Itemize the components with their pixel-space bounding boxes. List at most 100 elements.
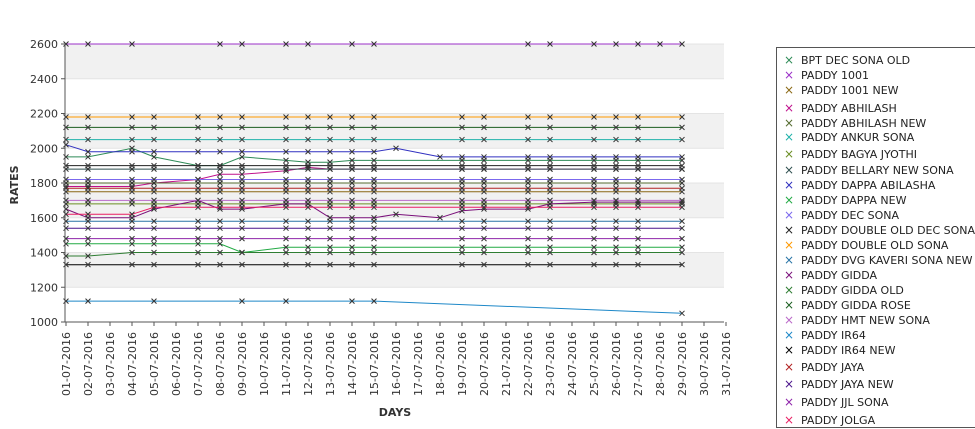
- x-tick-label: 01-07-2016: [60, 332, 73, 396]
- data-point: [481, 261, 487, 268]
- data-point: [85, 197, 91, 204]
- series-6: [63, 136, 685, 143]
- data-point: [547, 249, 553, 256]
- x-tick-label: 11-07-2016: [280, 332, 293, 396]
- data-point: [63, 240, 69, 247]
- data-point: [217, 218, 223, 225]
- x-tick-label: 21-07-2016: [500, 332, 513, 396]
- data-point: [613, 176, 619, 183]
- data-point: [85, 261, 91, 268]
- data-point: [195, 136, 201, 143]
- data-point: [151, 298, 157, 305]
- data-point: [349, 136, 355, 143]
- data-point: [217, 204, 223, 211]
- grid-band: [65, 44, 724, 79]
- data-point: [635, 124, 641, 131]
- legend-item: × PADDY JAYA: [783, 358, 864, 376]
- data-point: [327, 249, 333, 256]
- data-point: [481, 185, 487, 192]
- data-point: [151, 148, 157, 155]
- x-axis-ticks: 01-07-2016 02-07-2016 03-07-2016 04-07-2016…: [60, 322, 733, 396]
- data-point: [305, 41, 311, 47]
- data-point: [195, 114, 201, 120]
- data-point: [283, 235, 289, 242]
- data-point: [85, 176, 91, 183]
- legend-item: × PADDY GIDDA OLD: [783, 281, 904, 299]
- data-point: [481, 235, 487, 242]
- data-point: [283, 218, 289, 225]
- data-point: [613, 124, 619, 131]
- data-point: [151, 114, 157, 120]
- data-point: [151, 176, 157, 183]
- data-point: [63, 235, 69, 242]
- data-point: [525, 136, 531, 143]
- data-point: [151, 235, 157, 242]
- data-point: [591, 261, 597, 268]
- legend-item: × PADDY DOUBLE OLD DEC SONA: [783, 221, 975, 239]
- data-point: [525, 225, 531, 232]
- data-point: [371, 235, 377, 242]
- x-tick-label: 04-07-2016: [126, 332, 139, 396]
- data-point: [349, 148, 355, 155]
- data-point: [217, 240, 223, 247]
- data-point: [591, 124, 597, 131]
- data-point: [239, 41, 245, 47]
- legend-item: × PADDY DEC SONA: [783, 206, 899, 224]
- x-tick-label: 29-07-2016: [676, 332, 689, 396]
- data-point: [371, 136, 377, 143]
- data-point: [151, 162, 157, 169]
- data-point: [239, 124, 245, 131]
- data-point: [371, 148, 377, 155]
- data-point: [459, 124, 465, 131]
- data-point: [217, 185, 223, 192]
- legend-label: PADDY JJL SONA: [801, 395, 889, 409]
- data-point: [151, 225, 157, 232]
- legend-item: × PADDY BELLARY NEW SONA: [783, 161, 954, 179]
- data-point: [371, 249, 377, 256]
- data-point: [591, 136, 597, 143]
- data-point: [679, 197, 685, 204]
- data-point: [349, 204, 355, 211]
- data-point: [305, 249, 311, 256]
- series-9: [63, 141, 685, 160]
- data-point: [129, 197, 135, 204]
- legend-marker-icon: ×: [783, 116, 795, 130]
- data-point: [613, 114, 619, 120]
- data-point: [547, 204, 553, 211]
- data-point: [305, 148, 311, 155]
- series-lines: [63, 41, 685, 317]
- data-point: [459, 225, 465, 232]
- data-point: [85, 211, 91, 218]
- data-point: [283, 124, 289, 131]
- data-point: [63, 298, 69, 305]
- data-point: [63, 261, 69, 268]
- data-point: [305, 162, 311, 169]
- legend-marker-icon: ×: [783, 163, 795, 177]
- data-point: [393, 211, 399, 218]
- data-point: [393, 145, 399, 152]
- data-point: [239, 298, 245, 305]
- legend-marker-icon: ×: [783, 253, 795, 267]
- data-point: [547, 225, 553, 232]
- legend-label: PADDY 1001 NEW: [801, 83, 899, 97]
- data-point: [635, 218, 641, 225]
- data-point: [349, 249, 355, 256]
- data-point: [525, 154, 531, 160]
- data-point: [459, 154, 465, 160]
- data-point: [195, 162, 201, 169]
- data-point: [63, 136, 69, 143]
- legend-label: PADDY DOUBLE OLD SONA: [801, 238, 949, 252]
- data-point: [459, 235, 465, 242]
- data-point: [679, 218, 685, 225]
- data-point: [305, 261, 311, 268]
- data-point: [591, 204, 597, 211]
- data-point: [371, 197, 377, 204]
- data-point: [239, 136, 245, 143]
- series-12: [63, 162, 685, 169]
- legend-marker-icon: ×: [783, 101, 795, 115]
- data-point: [459, 261, 465, 268]
- y-tick-label: 1200: [30, 281, 58, 294]
- data-point: [63, 211, 69, 218]
- data-point: [525, 218, 531, 225]
- data-point: [371, 204, 377, 211]
